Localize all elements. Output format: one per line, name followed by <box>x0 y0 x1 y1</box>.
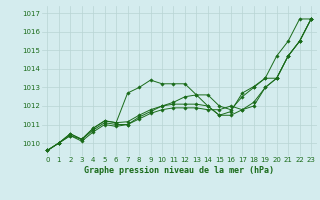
X-axis label: Graphe pression niveau de la mer (hPa): Graphe pression niveau de la mer (hPa) <box>84 166 274 175</box>
